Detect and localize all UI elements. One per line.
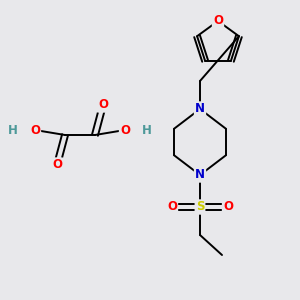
- Text: S: S: [196, 200, 204, 214]
- Text: O: O: [98, 98, 108, 112]
- Text: O: O: [120, 124, 130, 136]
- Text: O: O: [30, 124, 40, 136]
- Text: H: H: [142, 124, 152, 136]
- Text: O: O: [213, 14, 223, 28]
- Text: O: O: [167, 200, 177, 214]
- Text: N: N: [195, 169, 205, 182]
- Text: H: H: [8, 124, 18, 136]
- Text: O: O: [52, 158, 62, 172]
- Text: O: O: [223, 200, 233, 214]
- Text: N: N: [195, 103, 205, 116]
